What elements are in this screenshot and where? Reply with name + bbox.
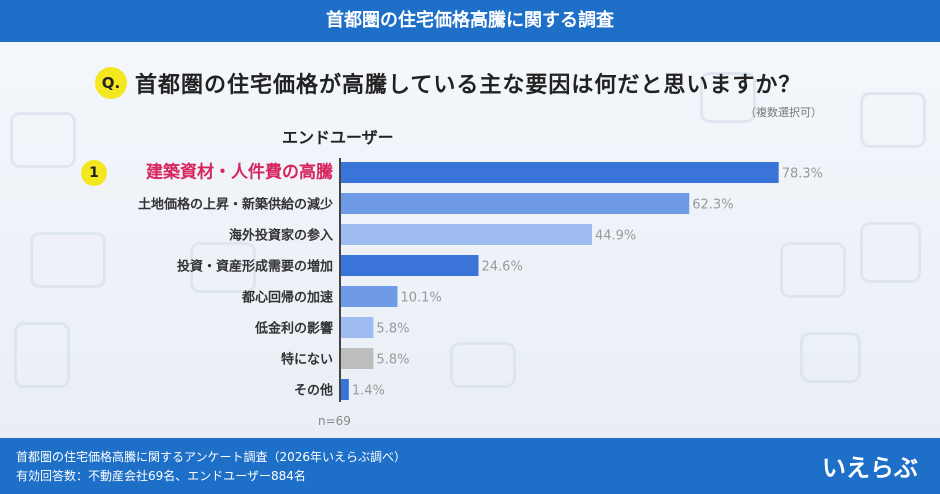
value-label-7: 5.8%	[376, 353, 409, 368]
category-label-8: その他	[294, 383, 333, 399]
bar-1	[341, 162, 779, 183]
category-label-6: 低金利の影響	[254, 321, 333, 337]
bar-6	[341, 317, 374, 338]
question-line: Q. 首都圏の住宅価格が高騰している主な要因は何だと思いますか？	[95, 66, 801, 100]
bar-4	[341, 255, 479, 276]
chart-axis	[339, 158, 341, 402]
bar-7	[341, 348, 374, 369]
category-label-5: 都心回帰の加速	[241, 290, 333, 306]
value-label-8: 1.4%	[352, 384, 385, 399]
value-label-4: 24.6%	[482, 260, 523, 275]
question-text: 首都圏の住宅価格が高騰している主な要因は何だと思いますか？	[135, 73, 802, 98]
bar-2	[341, 193, 690, 214]
value-label-3: 44.9%	[595, 229, 636, 244]
category-label-4: 投資・資産形成需要の増加	[177, 259, 333, 275]
bar-8	[341, 379, 349, 400]
value-label-5: 10.1%	[400, 291, 441, 306]
sample-size: n=69	[318, 414, 351, 428]
category-label-3: 海外投資家の参入	[229, 228, 333, 244]
category-label-2: 土地価格の上昇・新築供給の減少	[138, 197, 333, 213]
value-label-1: 78.3%	[782, 167, 823, 182]
header-title: 首都圏の住宅価格高騰に関する調査	[0, 0, 940, 42]
footer-respondents: 有効回答数：不動産会社69名、エンドユーザー884名	[16, 469, 306, 483]
multiple-choice-note: （複数選択可）	[745, 106, 822, 119]
footer-source: 首都圏の住宅価格高騰に関するアンケート調査（2026年いえらぶ調べ）	[16, 450, 407, 464]
segment-label: エンドユーザー	[282, 128, 394, 147]
ierabu-logo: いえらぶ	[822, 454, 918, 482]
footer: 首都圏の住宅価格高騰に関するアンケート調査（2026年いえらぶ調べ） 有効回答数…	[0, 438, 940, 494]
question-badge: Q.	[95, 67, 127, 99]
value-label-6: 5.8%	[376, 322, 409, 337]
value-label-2: 62.3%	[692, 198, 733, 213]
category-label-1: 建築資材・人件費の高騰	[146, 162, 334, 183]
logo-text: いえらぶ	[822, 454, 918, 482]
bar-3	[341, 224, 592, 245]
category-label-7: 特にない	[281, 352, 333, 368]
rank-badge: 1	[81, 160, 107, 186]
bar-5	[341, 286, 398, 307]
